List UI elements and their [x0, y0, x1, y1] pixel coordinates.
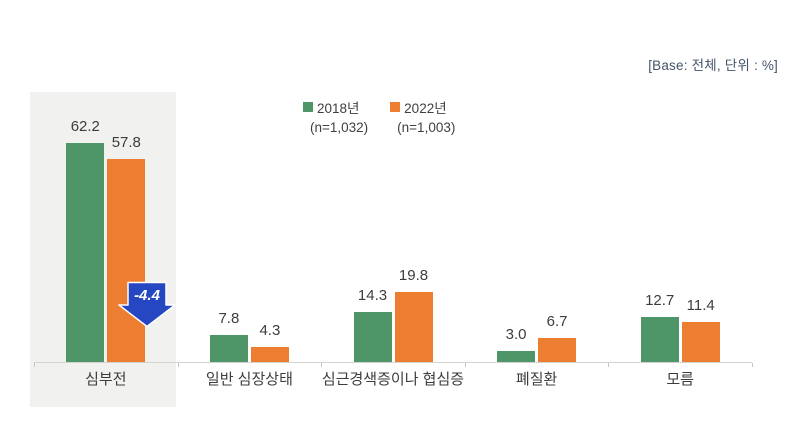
legend-item-2022: 2022년 (n=1,003)	[390, 97, 455, 135]
legend: 2018년 (n=1,032) 2022년 (n=1,003)	[303, 97, 455, 135]
legend-swatch-2018-icon	[303, 102, 313, 112]
axis-tick	[465, 363, 466, 367]
value-label-2018년-일반 심장상태: 7.8	[218, 310, 240, 327]
value-label-2022년-모름: 11.4	[686, 297, 715, 314]
legend-label-2022: 2022년	[404, 101, 447, 116]
category-label-폐질환: 폐질환	[515, 371, 558, 388]
decline-arrow-shape	[118, 281, 176, 328]
value-label-2022년-심부전: 57.8	[111, 134, 141, 151]
legend-item-2018: 2018년 (n=1,032)	[303, 97, 368, 135]
bar-2018년-심근경색증이나 협심증	[353, 312, 392, 362]
value-label-2018년-폐질환: 3.0	[505, 326, 527, 343]
base-note: [Base: 전체, 단위 : %]	[648, 58, 778, 73]
bar-2022년-폐질환	[538, 338, 577, 362]
axis-tick	[34, 363, 35, 367]
category-label-일반 심장상태: 일반 심장상태	[205, 371, 293, 388]
value-label-2018년-심근경색증이나 협심증: 14.3	[357, 287, 388, 304]
decline-arrow-label: -4.4	[134, 287, 161, 304]
category-label-모름: 모름	[666, 371, 694, 388]
legend-sub-2022: (n=1,003)	[397, 120, 456, 135]
value-label-2018년-심부전: 62.2	[70, 118, 100, 135]
axis-tick	[752, 363, 753, 367]
legend-label-2018: 2018년	[317, 101, 360, 116]
category-label-심부전: 심부전	[85, 371, 127, 388]
bar-2018년-폐질환	[497, 351, 536, 362]
value-label-2022년-일반 심장상태: 4.3	[259, 322, 281, 339]
axis-tick	[321, 363, 322, 367]
value-label-2022년-심근경색증이나 협심증: 19.8	[398, 267, 429, 284]
bar-2022년-모름	[681, 322, 720, 362]
decline-arrow: -4.4	[118, 281, 176, 328]
bar-2018년-일반 심장상태	[209, 335, 248, 362]
x-axis-line	[34, 362, 752, 363]
bar-2022년-심부전	[107, 159, 146, 362]
value-label-2022년-폐질환: 6.7	[546, 313, 568, 330]
legend-swatch-2022-icon	[390, 102, 401, 112]
axis-tick	[178, 363, 179, 367]
axis-tick	[608, 363, 609, 367]
category-label-심근경색증이나 협심증: 심근경색증이나 협심증	[321, 371, 465, 388]
value-label-2018년-모름: 12.7	[645, 292, 675, 309]
bar-2018년-심부전	[66, 143, 105, 362]
bar-2022년-일반 심장상태	[250, 347, 289, 362]
legend-sub-2018: (n=1,032)	[310, 120, 369, 135]
bar-2022년-심근경색증이나 협심증	[394, 292, 433, 362]
bar-2018년-모름	[640, 317, 679, 362]
